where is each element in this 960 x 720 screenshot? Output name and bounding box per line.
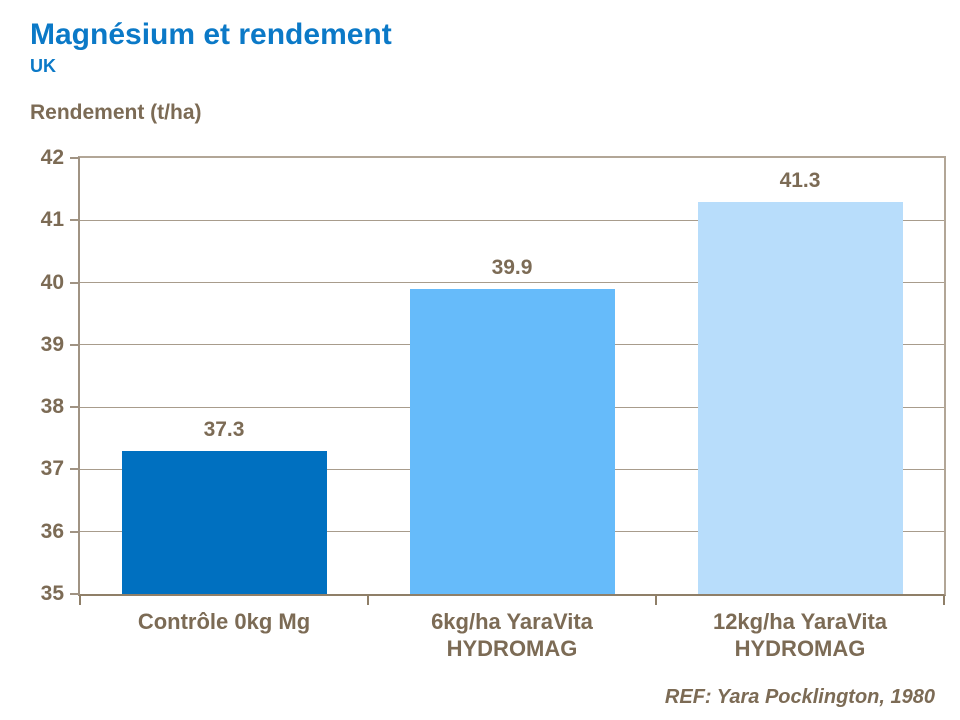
x-category-label: 12kg/ha YaraVita HYDROMAG [712, 609, 888, 661]
y-tick [70, 530, 80, 533]
y-tick [70, 593, 80, 595]
bar-value-label: 39.9 [491, 255, 533, 279]
page-title: Magnésium et rendement [30, 18, 392, 51]
y-tick-label: 42 [40, 146, 64, 169]
bar [121, 450, 327, 594]
page-subtitle: UK [30, 56, 56, 76]
x-category-label: Contrôle 0kg Mg [137, 609, 311, 634]
y-tick-label: 40 [40, 270, 64, 294]
x-tick [79, 596, 81, 605]
y-tick-label: 35 [40, 582, 64, 605]
y-tick-label: 37 [40, 457, 64, 481]
y-tick [70, 219, 80, 222]
y-tick [70, 343, 80, 346]
y-tick-label: 39 [40, 332, 64, 356]
bar [409, 288, 615, 594]
y-tick [70, 468, 80, 471]
x-category-label: 6kg/ha YaraVita HYDROMAG [431, 609, 593, 661]
reference-note: REF: Yara Pocklington, 1980 [664, 686, 935, 708]
bar [697, 201, 903, 594]
bar-value-label: 37.3 [203, 417, 245, 441]
x-tick [655, 596, 657, 605]
y-tick [70, 157, 80, 159]
grid-line [80, 219, 944, 221]
grid-line [80, 282, 944, 284]
x-tick [367, 596, 369, 605]
x-tick [943, 596, 945, 605]
y-tick [70, 281, 80, 284]
y-tick-label: 41 [40, 208, 64, 232]
y-tick-label: 36 [40, 519, 64, 543]
bar-value-label: 41.3 [779, 168, 821, 192]
y-axis-title: Rendement (t/ha) [30, 101, 202, 124]
bar-chart: 35 36 37 38 39 40 41 42 37.3 Contrôle 0kg Mg 39.9 6… [41, 146, 946, 661]
y-tick [70, 406, 80, 409]
y-tick-label: 38 [40, 395, 64, 419]
